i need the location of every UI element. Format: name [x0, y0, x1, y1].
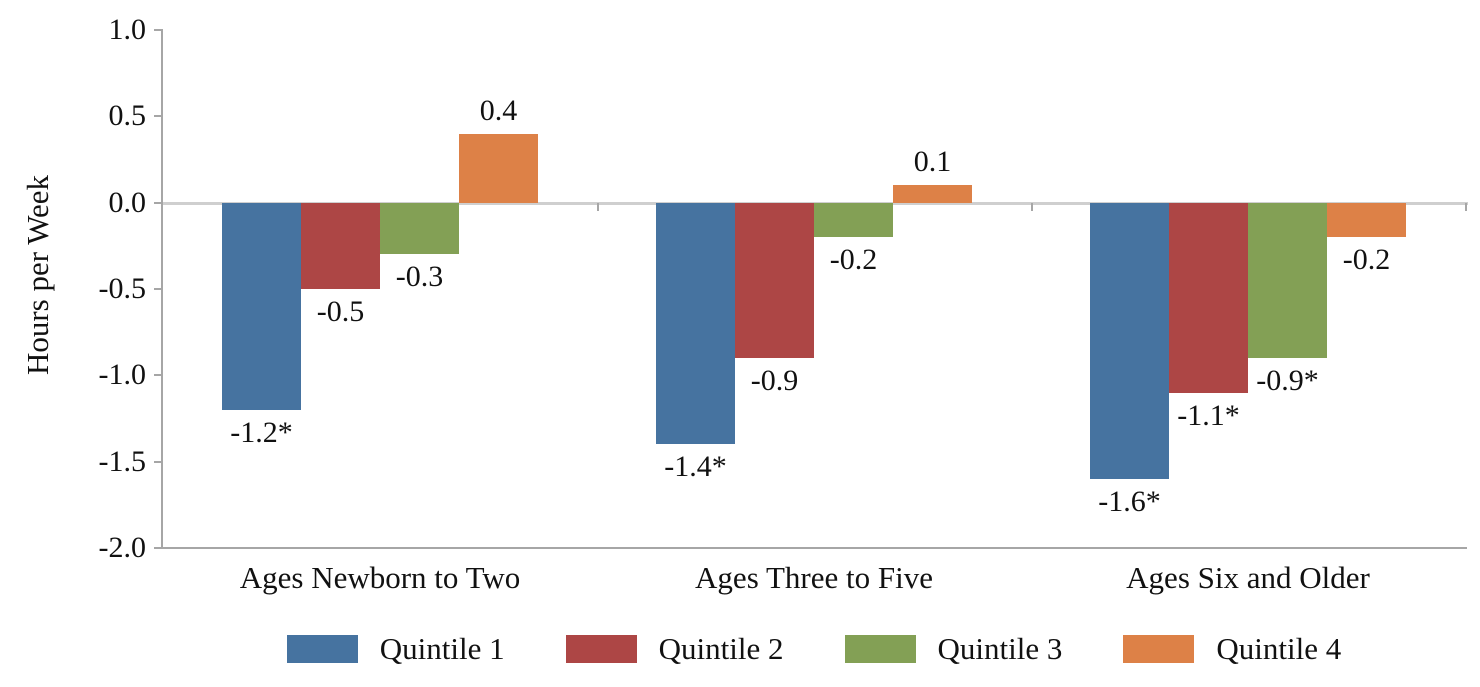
legend-label: Quintile 4	[1216, 631, 1342, 666]
legend-swatch-quintile-4	[1123, 635, 1195, 663]
bar-quintile-2-cat3	[1169, 202, 1248, 393]
y-tick-mark	[154, 547, 163, 549]
data-label: -1.1*	[1177, 398, 1240, 432]
data-label: -1.2*	[230, 415, 293, 449]
data-label: -0.9	[750, 364, 799, 398]
bar-quintile-1-cat2	[656, 202, 735, 445]
legend-label: Quintile 2	[658, 631, 784, 666]
data-label: 0.4	[479, 93, 518, 127]
bar-quintile-4-cat2	[893, 185, 972, 203]
y-tick-label: -1.5	[98, 444, 147, 478]
y-tick-mark	[154, 460, 163, 463]
legend-item-quintile-3: Quintile 3	[844, 631, 1063, 666]
bar-quintile-3-cat3	[1248, 202, 1327, 359]
bar-quintile-4-cat3	[1327, 202, 1406, 238]
legend-label: Quintile 3	[937, 631, 1063, 666]
y-tick-mark	[154, 201, 163, 204]
legend-swatch-quintile-1	[286, 635, 358, 663]
y-tick-mark	[154, 288, 163, 290]
category-boundary-tick	[597, 203, 599, 211]
bar-quintile-3-cat1	[380, 202, 459, 255]
bar-quintile-2-cat2	[735, 202, 814, 359]
legend-label: Quintile 1	[379, 631, 505, 666]
x-axis-bottom-line	[161, 547, 1467, 549]
data-label: -0.9*	[1256, 364, 1319, 398]
y-tick-label: -1.0	[98, 358, 147, 392]
y-tick-mark	[154, 374, 163, 377]
category-boundary-tick	[1031, 203, 1033, 211]
y-axis-line	[161, 30, 163, 548]
legend-item-quintile-4: Quintile 4	[1123, 632, 1341, 666]
bar-quintile-1-cat1	[222, 202, 301, 410]
bar-quintile-1-cat3	[1090, 202, 1169, 479]
category-boundary-tick	[1465, 203, 1467, 211]
y-tick-mark	[154, 29, 163, 31]
y-tick-label: -0.5	[98, 272, 147, 305]
y-tick-mark	[154, 115, 163, 118]
bar-quintile-3-cat2	[814, 202, 893, 238]
legend-swatch-quintile-3	[844, 635, 916, 663]
bar-quintile-2-cat1	[301, 202, 380, 289]
legend-swatch-quintile-2	[565, 635, 637, 663]
x-category-label: Ages Three to Five	[695, 560, 933, 595]
data-label: -1.4*	[664, 450, 727, 484]
data-label: -0.3	[395, 260, 444, 294]
data-label: -0.2	[1342, 243, 1391, 277]
data-label: 0.1	[913, 145, 952, 179]
legend-item-quintile-1: Quintile 1	[286, 631, 505, 666]
y-tick-label: 0.0	[108, 185, 147, 219]
legend: Quintile 1 Quintile 2 Quintile 3 Quintile 4	[163, 632, 1465, 666]
y-tick-label: 1.0	[108, 13, 147, 46]
x-category-label: Ages Six and Older	[1126, 560, 1370, 595]
data-label: -1.6*	[1098, 484, 1161, 518]
data-label: -0.2	[829, 243, 878, 277]
data-label: -0.5	[316, 295, 365, 328]
y-tick-label: 0.5	[108, 99, 147, 133]
y-tick-label: -2.0	[98, 531, 147, 564]
x-category-label: Ages Newborn to Two	[239, 560, 521, 595]
legend-item-quintile-2: Quintile 2	[565, 631, 784, 666]
bar-quintile-4-cat1	[459, 133, 538, 203]
